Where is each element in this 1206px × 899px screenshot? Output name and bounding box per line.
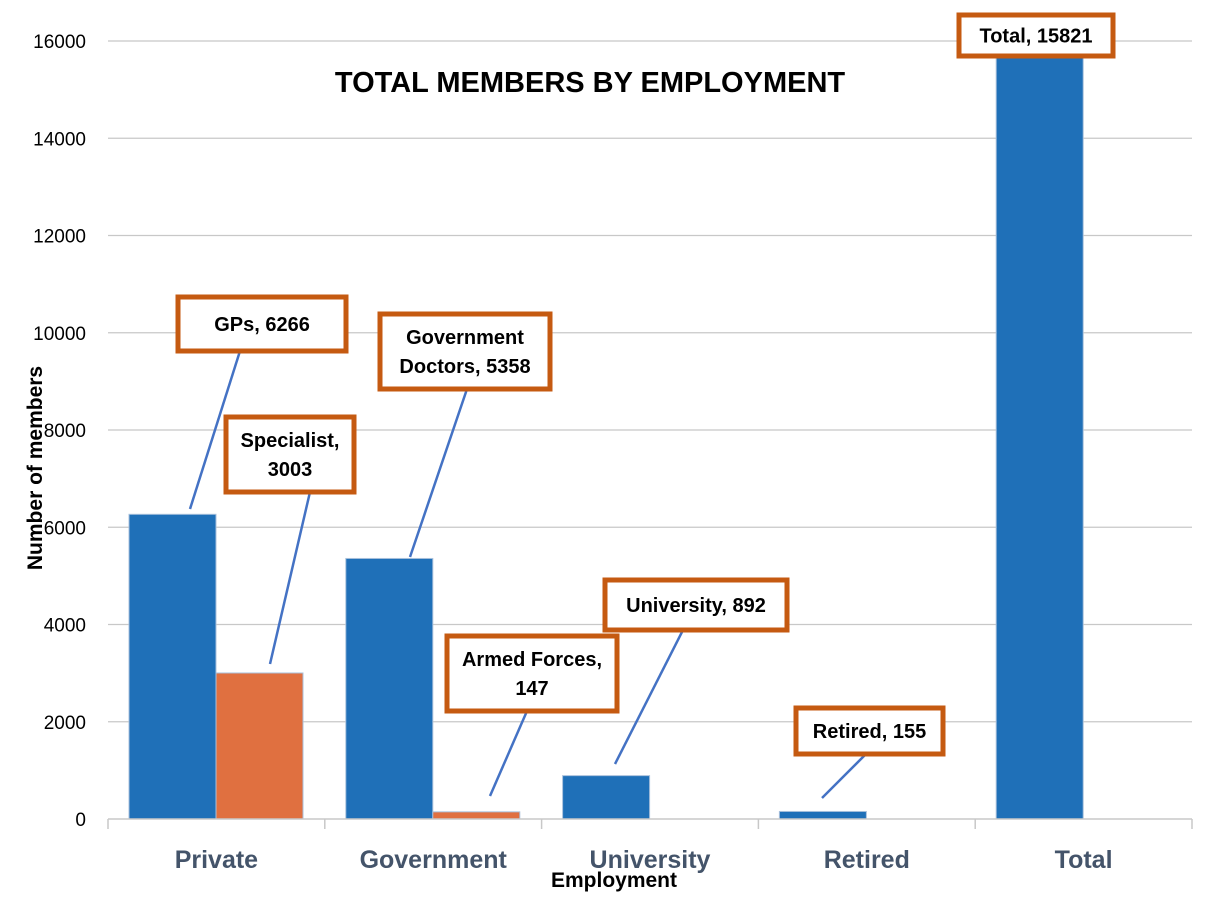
callout-leader-line [188,350,242,510]
callout-leader-line [613,629,685,765]
callout-box [175,294,349,354]
callout-label: 3003 [268,459,313,481]
callout-box [956,12,1116,59]
callout-leader-line [821,753,867,799]
y-tick-label: 10000 [33,324,86,345]
bar [995,49,1084,820]
callout-leader-lines [188,350,867,799]
callout-label: Retired, 155 [813,721,926,743]
data-callout: University, 892 [602,577,790,633]
bar [128,513,217,820]
x-tick-label: Private [175,846,258,874]
bars [128,49,1084,820]
y-tick-label: 2000 [44,713,86,734]
x-tick-label: Government [360,846,508,874]
y-tick-label: 16000 [33,32,86,53]
callout-leader-line [268,491,312,665]
y-tick-label: 6000 [44,518,86,539]
data-callout: Government Doctors, 5358 [377,311,553,392]
y-axis-title: Number of members [24,366,47,570]
x-axis [107,818,1193,829]
x-tick-labels: Private Government University Retired Total [175,846,1113,874]
callout-label: Total, 15821 [979,26,1092,48]
x-tick-label: Retired [824,846,910,874]
bar [778,810,867,820]
y-tick-label: 8000 [44,421,86,442]
y-tick-labels: 0 2000 4000 6000 8000 10000 12000 14000 16000 [33,32,86,831]
chart-title: TOTAL MEMBERS BY EMPLOYMENT [335,67,846,99]
y-tick-label: 0 [75,810,86,831]
callout-leader-line [408,388,469,558]
callout-label: Government [406,327,524,349]
x-axis-title: Employment [551,869,677,892]
callout-leader-line [488,710,529,797]
callout-label: 147 [515,678,548,700]
bar [562,775,651,820]
bar [215,672,304,820]
callout-label: University, 892 [626,595,766,617]
bar [345,557,434,820]
data-callout: GPs, 6266 [175,294,349,354]
callout-label: GPs, 6266 [214,314,310,336]
callout-box [377,311,553,392]
callout-box [793,705,946,757]
y-tick-label: 4000 [44,616,86,637]
callout-box [602,577,790,633]
callout-label: Specialist, [241,430,340,452]
bar [432,811,521,820]
callout-box [223,414,357,495]
data-callouts: GPs, 6266 Specialist, 3003 Government Doctor… [175,12,1116,757]
data-callout: Armed Forces, 147 [444,633,620,714]
y-tick-label: 14000 [33,129,86,150]
x-tick-label: University [590,846,711,874]
data-callout: Total, 15821 [956,12,1116,59]
data-callout: Specialist, 3003 [223,414,357,495]
callout-label: Doctors, 5358 [399,356,530,378]
callout-label: Armed Forces, [462,649,602,671]
y-tick-label: 12000 [33,227,86,248]
callout-box [444,633,620,714]
x-tick-label: Total [1055,846,1113,874]
data-callout: Retired, 155 [793,705,946,757]
